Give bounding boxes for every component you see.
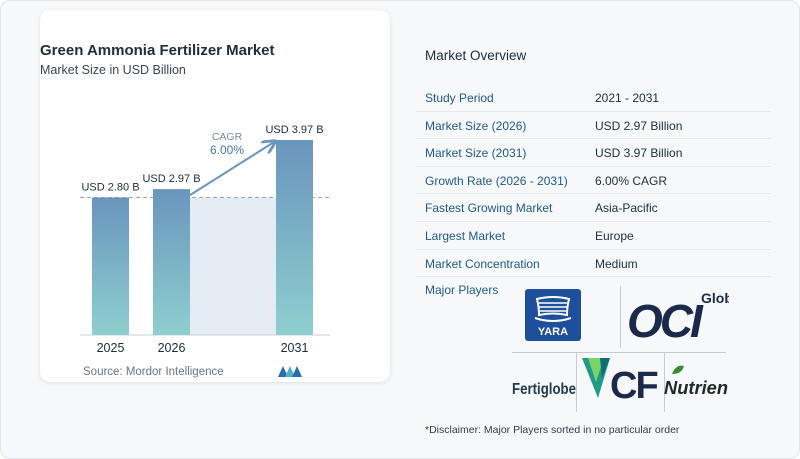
overview-row: Largest Market Europe (416, 222, 771, 250)
value-label-2026: USD 2.97 B (142, 173, 200, 185)
cf-logo: CF (582, 358, 659, 407)
cagr-label: CAGR (212, 131, 243, 143)
overview-title: Market Overview (425, 48, 527, 63)
overview-row: Study Period 2021 - 2031 (416, 84, 771, 112)
mordor-intelligence-logo (278, 366, 302, 377)
x-tick-2031: 2031 (281, 341, 309, 355)
overview-value: Asia-Pacific (595, 201, 658, 216)
overview-row: Market Size (2026) USD 2.97 Billion (416, 112, 771, 140)
overview-label: Largest Market (425, 228, 506, 243)
oci-global-logo: OCI Global (627, 290, 729, 343)
overview-value: 6.00% CAGR (595, 173, 668, 188)
cagr-value: 6.00% (210, 143, 244, 157)
yara-logo: YARA (525, 289, 581, 341)
fertiglobe-logo-text: Fertiglobe (512, 381, 576, 398)
logo-divider (620, 286, 621, 348)
overview-label: Growth Rate (2026 - 2031) (425, 173, 568, 188)
overview-value: 2021 - 2031 (595, 91, 660, 105)
fertiglobe-logo: Fertiglobe (512, 381, 576, 398)
nutrien-logo: Nutrien (664, 365, 728, 398)
overview-value: USD 3.97 Billion (595, 146, 683, 161)
overview-label: Market Size (2026) (425, 118, 527, 133)
x-tick-2025: 2025 (97, 341, 125, 355)
x-tick-2026: 2026 (158, 341, 186, 355)
overview-table: Study Period 2021 - 2031 Market Size (20… (416, 84, 771, 278)
source-credit: Source: Mordor Intelligence (83, 366, 224, 378)
value-label-2025: USD 2.80 B (81, 181, 139, 193)
major-players-label: Major Players (425, 283, 499, 297)
cagr-arrow (189, 142, 274, 196)
overview-label: Market Concentration (425, 256, 540, 271)
oci-logo-text: OCI (627, 295, 704, 343)
disclaimer: *Disclaimer: Major Players sorted in no … (425, 424, 680, 436)
overview-value: USD 2.97 Billion (595, 118, 683, 133)
chart-subtitle: Market Size in USD Billion (40, 63, 186, 77)
overview-row: Growth Rate (2026 - 2031) 6.00% CAGR (416, 167, 771, 195)
overview-value: Medium (595, 256, 638, 271)
chart-title: Green Ammonia Fertilizer Market (40, 42, 275, 59)
overview-value: Europe (595, 228, 634, 243)
overview-label: Fastest Growing Market (425, 201, 553, 216)
bar-chart: USD 2.80 B 2025 USD 2.97 B 2026 USD 3.97 B 20… (80, 124, 330, 355)
oci-global-text: Global (701, 290, 729, 306)
overview-label: Market Size (2031) (425, 146, 527, 161)
yara-logo-text: YARA (538, 326, 568, 338)
overview-row: Market Size (2031) USD 3.97 Billion (416, 139, 771, 167)
logo-divider (512, 352, 726, 353)
cf-logo-text: CF (610, 365, 657, 407)
logo-divider (576, 352, 577, 412)
nutrien-logo-text: Nutrien (664, 378, 728, 398)
growth-region (190, 197, 276, 335)
bar-2031 (276, 140, 313, 335)
overview-label: Study Period (425, 91, 494, 105)
logo-divider (664, 352, 665, 412)
bar-2025 (92, 197, 129, 335)
value-label-2031: USD 3.97 B (265, 124, 323, 136)
overview-row: Fastest Growing Market Asia-Pacific (416, 194, 771, 222)
overview-row: Market Concentration Medium (416, 250, 771, 278)
bar-2026 (153, 189, 190, 335)
